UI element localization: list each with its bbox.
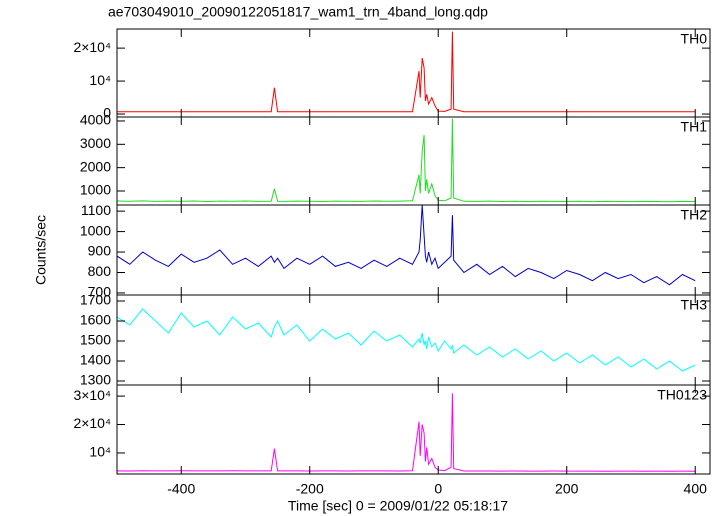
x-tick-label: 200: [555, 481, 579, 497]
light-curve: [116, 204, 696, 286]
y-tick-label: 1400: [80, 352, 111, 368]
panel-label: TH3: [681, 297, 708, 313]
y-tick-label: 4000: [80, 112, 111, 128]
y-tick-label: 2×10⁴: [73, 39, 111, 55]
y-tick-label: 900: [88, 243, 112, 259]
y-tick-label: 3×10⁴: [73, 387, 111, 403]
panel-label: TH2: [681, 207, 708, 223]
y-tick-label: 1700: [80, 292, 111, 308]
y-tick-label: 1100: [81, 202, 111, 218]
y-tick-label: 2×10⁴: [73, 415, 111, 431]
panel-label: TH0123: [657, 387, 707, 403]
y-tick-label: 1500: [80, 332, 111, 348]
y-tick-label: 10⁴: [89, 72, 111, 88]
panel-frame: [116, 294, 711, 386]
y-tick-label: 1600: [80, 312, 111, 328]
x-tick-label: -200: [296, 481, 324, 497]
y-tick-label: 10⁴: [89, 444, 111, 460]
y-tick-label: 700: [88, 284, 112, 300]
y-tick-label: 2000: [80, 158, 111, 174]
panel-frame: [116, 204, 711, 296]
light-curve: [117, 31, 696, 113]
x-tick-label: -400: [167, 481, 195, 497]
y-tick-label: 0: [103, 105, 111, 121]
panel-label: TH0: [681, 31, 708, 47]
y-tick-label: 1000: [80, 182, 111, 198]
x-tick-label: 400: [684, 481, 708, 497]
y-tick-label: 3000: [80, 135, 111, 151]
light-curve: [116, 118, 696, 203]
y-tick-label: 1300: [80, 372, 111, 388]
y-tick-label: 800: [88, 263, 112, 279]
light-curve: [116, 393, 696, 472]
x-axis-label: Time [sec] 0 = 2009/01/22 05:18:17: [288, 498, 508, 514]
y-axis-label: Counts/sec: [33, 215, 49, 285]
light-curve: [116, 308, 696, 372]
y-tick-label: 1000: [80, 222, 111, 238]
panel-frame: [116, 116, 711, 206]
chart-title: ae703049010_20090122051817_wam1_trn_4ban…: [108, 4, 488, 20]
x-tick-label: 0: [434, 481, 442, 497]
panel-frame: [116, 384, 711, 475]
panel-label: TH1: [681, 119, 708, 135]
